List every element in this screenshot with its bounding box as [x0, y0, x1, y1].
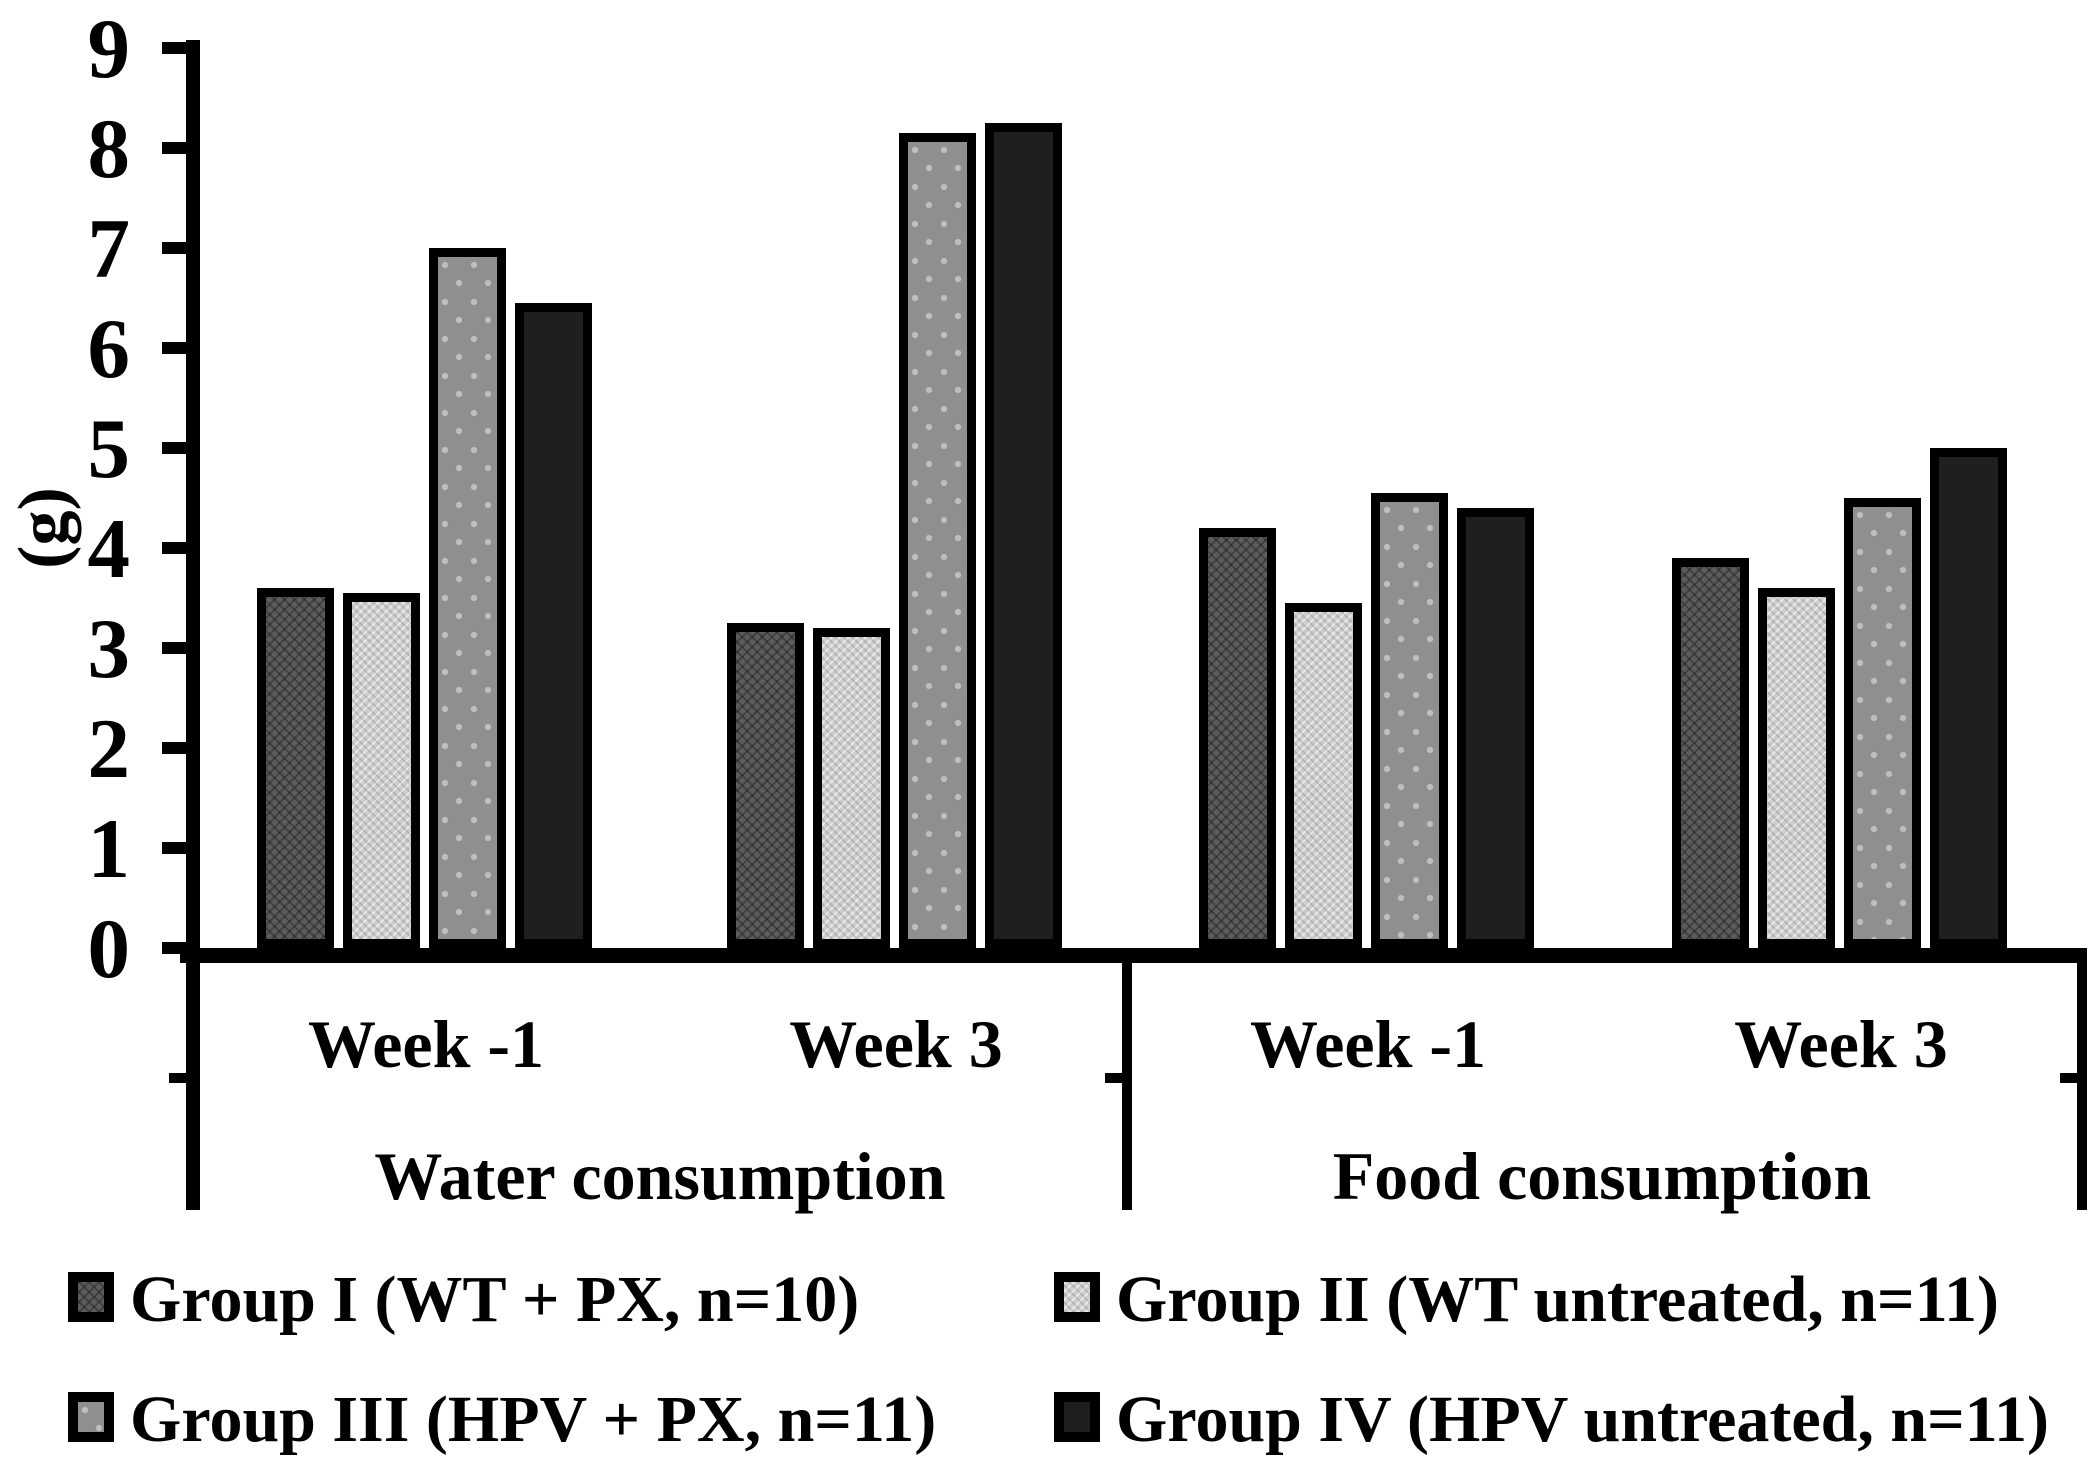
- category-divider-center: [1122, 948, 1132, 1210]
- bar: [1457, 508, 1534, 948]
- y-tick-mark: [162, 942, 188, 954]
- category-border-right: [2077, 948, 2087, 1210]
- bar: [515, 303, 592, 948]
- y-tick-label: 2: [87, 702, 131, 796]
- bar: [727, 623, 804, 948]
- y-tick-mark: [162, 142, 188, 154]
- bar: [1672, 558, 1749, 948]
- legend-swatch: [1054, 1272, 1100, 1322]
- week-label: Week 3: [789, 1006, 1003, 1082]
- y-tick-label: 4: [87, 502, 131, 596]
- y-tick-mark: [162, 42, 188, 54]
- category-row-stub-left: [169, 1073, 186, 1083]
- y-tick-label: 5: [87, 402, 131, 496]
- week-label: Week -1: [1249, 1006, 1487, 1082]
- week-label: Week -1: [307, 1006, 545, 1082]
- bar: [985, 123, 1062, 948]
- y-tick-mark: [162, 242, 188, 254]
- bar: [1371, 493, 1448, 948]
- bar: [343, 593, 420, 948]
- y-tick-label: 3: [87, 602, 131, 696]
- y-tick-mark: [162, 742, 188, 754]
- legend-label: Group IV (HPV untreated, n=11): [1116, 1383, 2050, 1456]
- y-tick-label: 1: [87, 802, 131, 896]
- legend-label: Group III (HPV + PX, n=11): [130, 1383, 937, 1456]
- bar: [429, 248, 506, 948]
- category-row-stub-center: [1105, 1073, 1122, 1083]
- y-tick-label: 6: [87, 302, 131, 396]
- legend-swatch: [68, 1272, 114, 1322]
- bar: [899, 133, 976, 948]
- y-tick-label: 8: [87, 102, 131, 196]
- y-tick-mark: [162, 642, 188, 654]
- y-tick-label: 9: [87, 2, 131, 96]
- y-tick-label: 7: [87, 202, 131, 296]
- y-axis-line: [186, 40, 200, 1210]
- legend-label: Group I (WT + PX, n=10): [130, 1263, 860, 1336]
- y-tick-mark: [162, 842, 188, 854]
- section-label: Food consumption: [1332, 1138, 1872, 1214]
- y-tick-label: 0: [87, 902, 131, 996]
- y-tick-mark: [162, 442, 188, 454]
- x-axis-line: [180, 948, 2087, 963]
- bar: [1285, 603, 1362, 948]
- legend-swatch: [68, 1392, 114, 1442]
- legend-swatch: [1054, 1392, 1100, 1442]
- y-tick-mark: [162, 542, 188, 554]
- bar: [813, 628, 890, 948]
- legend-label: Group II (WT untreated, n=11): [1116, 1263, 1999, 1336]
- bar: [1199, 528, 1276, 948]
- bar: [1844, 498, 1921, 948]
- week-label: Week 3: [1734, 1006, 1948, 1082]
- section-label: Water consumption: [374, 1138, 946, 1214]
- category-row-stub-right: [2060, 1073, 2077, 1083]
- bar: [257, 588, 334, 948]
- bar: [1758, 588, 1835, 948]
- bar: [1930, 448, 2007, 948]
- y-tick-mark: [162, 342, 188, 354]
